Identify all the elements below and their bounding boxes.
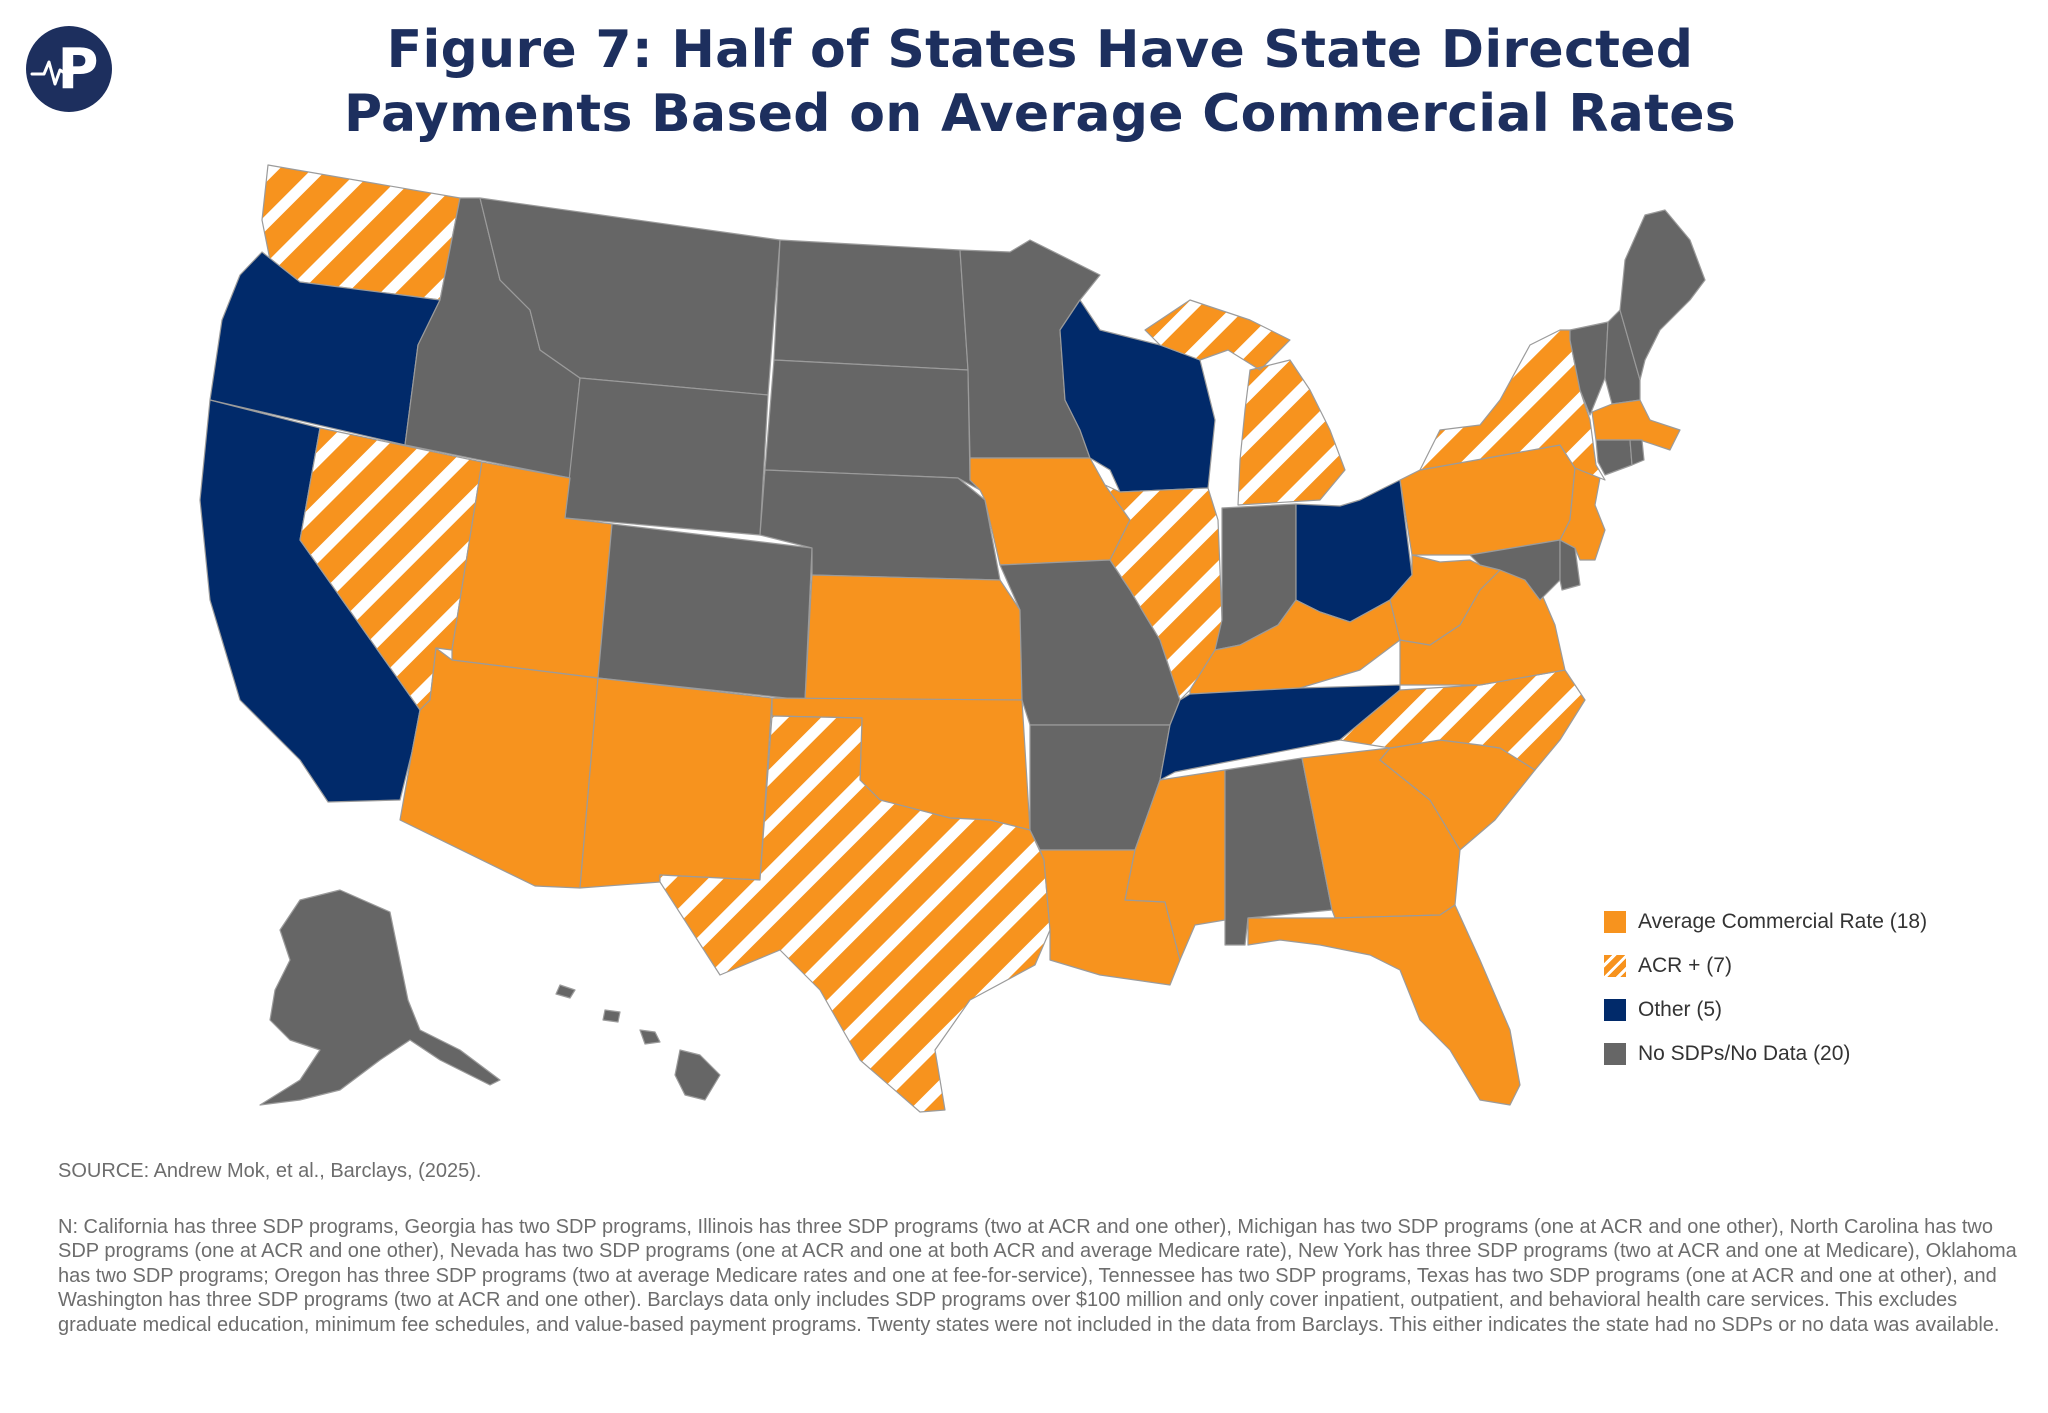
legend-item-other: Other (5) bbox=[1604, 988, 1927, 1032]
footnote: N: California has three SDP programs, Ge… bbox=[58, 1216, 2017, 1336]
title-line-1: Figure 7: Half of States Have State Dire… bbox=[386, 20, 1694, 80]
us-map bbox=[199, 164, 1706, 1113]
source-note: SOURCE: Andrew Mok, et al., Barclays, (2… bbox=[58, 1160, 482, 1182]
title-line-2: Payments Based on Average Commercial Rat… bbox=[343, 84, 1737, 144]
state-mi bbox=[1144, 299, 1346, 506]
state-tx bbox=[659, 715, 1051, 1113]
legend-label-acr: Average Commercial Rate (18) bbox=[1638, 910, 1928, 933]
legend-label-acr-plus: ACR + (7) bbox=[1638, 954, 1732, 977]
legend-item-no-data: No SDPs/No Data (20) bbox=[1604, 1032, 1927, 1076]
page-title: Figure 7: Half of States Have State Dire… bbox=[200, 18, 1880, 146]
state-co bbox=[597, 523, 813, 701]
legend-swatch-acr-plus bbox=[1604, 955, 1626, 977]
state-ri bbox=[1629, 439, 1645, 466]
legend-label-other: Other (5) bbox=[1638, 998, 1723, 1021]
state-me bbox=[1619, 209, 1706, 381]
state-fl bbox=[1247, 904, 1521, 1106]
legend-item-acr: Average Commercial Rate (18) bbox=[1604, 900, 1927, 944]
heartbeat-p-logo: P bbox=[26, 26, 112, 112]
legend-swatch-acr bbox=[1604, 911, 1626, 933]
state-nj bbox=[1559, 467, 1606, 561]
legend-label-no-data: No SDPs/No Data (20) bbox=[1638, 1042, 1851, 1065]
state-sd bbox=[764, 359, 981, 491]
state-nc bbox=[1339, 669, 1586, 771]
state-mt bbox=[479, 197, 781, 396]
state-hi bbox=[555, 984, 721, 1101]
legend-item-acr-plus: ACR + (7) bbox=[1604, 944, 1927, 988]
state-ct bbox=[1595, 439, 1633, 476]
state-ks bbox=[804, 574, 1023, 701]
state-nd bbox=[773, 239, 969, 371]
legend-swatch-no-data bbox=[1604, 1043, 1626, 1065]
logo-letter: P bbox=[57, 37, 98, 102]
map-legend: Average Commercial Rate (18) ACR + (7) O… bbox=[1604, 900, 1927, 1076]
state-wy bbox=[564, 377, 769, 536]
state-nm bbox=[579, 677, 773, 889]
state-ak bbox=[259, 889, 501, 1106]
legend-swatch-other bbox=[1604, 999, 1626, 1021]
